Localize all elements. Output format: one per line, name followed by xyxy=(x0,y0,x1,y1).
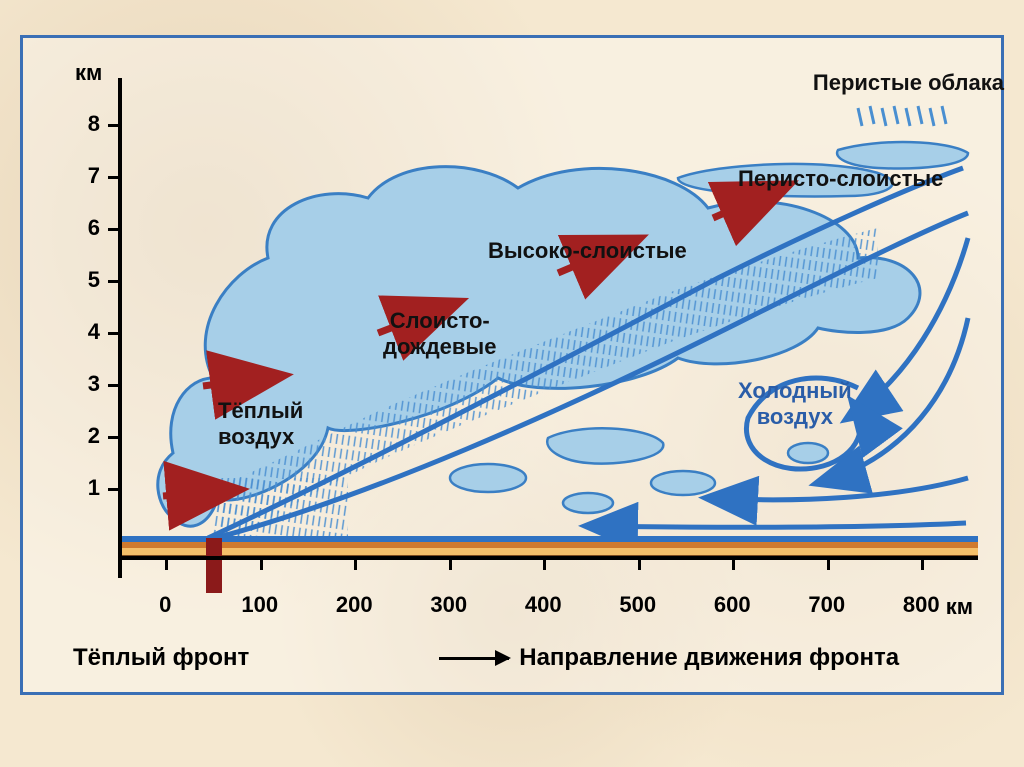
x-tick xyxy=(732,560,735,570)
label-nimbostratus: Слоисто- дождевые xyxy=(383,308,496,360)
cirrostratus-cloud-2 xyxy=(837,142,968,168)
label-altostratus: Высоко-слоистые xyxy=(488,238,687,264)
x-tick-label: 400 xyxy=(525,592,562,618)
x-tick-label: 600 xyxy=(714,592,751,618)
x-axis-unit: км xyxy=(946,594,973,620)
low-cloud-3 xyxy=(651,471,715,495)
low-cloud-5 xyxy=(788,443,828,463)
x-tick xyxy=(543,560,546,570)
y-axis-unit: км xyxy=(75,60,102,86)
diagram-svg xyxy=(118,78,978,578)
chart-frame: км xyxy=(20,35,1004,695)
direction-label: Направление движения фронта xyxy=(519,644,899,672)
cirrus-hatch xyxy=(858,106,946,126)
y-tick-label: 5 xyxy=(88,267,100,293)
x-tick-label: 100 xyxy=(241,592,278,618)
bottom-caption: Тёплый фронт Направление движения фронта xyxy=(73,644,993,672)
x-tick xyxy=(827,560,830,570)
y-tick xyxy=(108,384,118,387)
y-tick xyxy=(108,436,118,439)
y-tick-label: 3 xyxy=(88,371,100,397)
x-tick-label: 0 xyxy=(159,592,171,618)
x-tick xyxy=(638,560,641,570)
warm-front-label: Тёплый фронт xyxy=(73,644,249,672)
label-cold-air: Холодный воздух xyxy=(738,378,852,430)
x-tick xyxy=(260,560,263,570)
x-tick xyxy=(165,560,168,570)
low-cloud-1 xyxy=(450,464,526,492)
y-tick xyxy=(108,488,118,491)
y-tick xyxy=(108,332,118,335)
y-tick-label: 4 xyxy=(88,319,100,345)
x-tick-label: 800 xyxy=(903,592,940,618)
label-warm-air: Тёплый воздух xyxy=(218,398,303,450)
y-tick-label: 1 xyxy=(88,475,100,501)
x-tick xyxy=(449,560,452,570)
x-tick-label: 500 xyxy=(619,592,656,618)
label-cirrus: Перистые облака xyxy=(813,70,1004,96)
y-tick-label: 6 xyxy=(88,215,100,241)
front-marker xyxy=(206,538,222,593)
x-tick xyxy=(354,560,357,570)
x-tick-label: 200 xyxy=(336,592,373,618)
x-tick-label: 700 xyxy=(808,592,845,618)
y-axis xyxy=(118,78,122,578)
y-tick xyxy=(108,176,118,179)
y-tick xyxy=(108,124,118,127)
label-cirrostratus: Перисто-слоистые xyxy=(738,166,943,192)
direction-arrow-icon xyxy=(439,657,509,660)
x-tick xyxy=(921,560,924,570)
y-tick-label: 2 xyxy=(88,423,100,449)
y-tick xyxy=(108,280,118,283)
y-tick-label: 8 xyxy=(88,111,100,137)
plot-area: Перистые облака Перисто-слоистые Высоко-… xyxy=(118,78,978,578)
rain-near-surface xyxy=(218,478,348,538)
y-tick xyxy=(108,228,118,231)
low-cloud-4 xyxy=(563,493,613,513)
x-axis xyxy=(118,556,978,560)
x-tick-label: 300 xyxy=(430,592,467,618)
y-tick-label: 7 xyxy=(88,163,100,189)
low-cloud-2 xyxy=(547,428,663,463)
